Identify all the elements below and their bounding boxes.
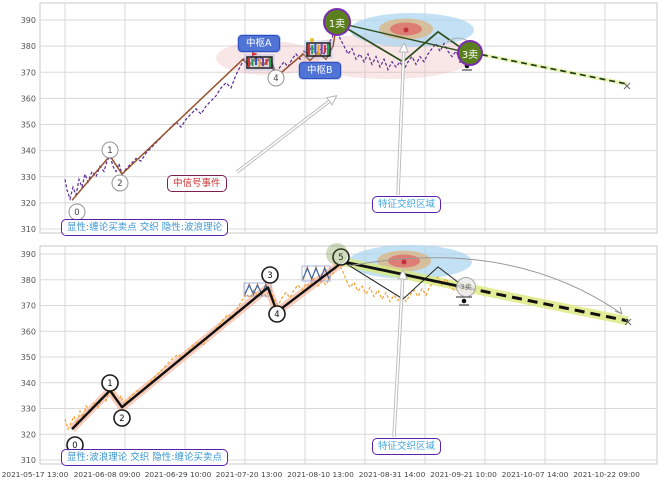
wave-count-circle (332, 248, 350, 266)
pointer-arrow-fill (393, 271, 404, 438)
y-tick-label: 330 (21, 405, 36, 414)
pointer-arrow-head (325, 95, 338, 106)
green-chord-line (336, 21, 469, 54)
theory-caption-bottom: 显性:波浪理论 交织 隐性:缠论买卖点 (61, 449, 228, 466)
y-tick-label: 380 (21, 42, 36, 51)
zhongshu-b-label: 中枢B (299, 62, 341, 79)
end-cross-marker (624, 318, 632, 326)
y-tick-label: 370 (21, 68, 36, 77)
chan-pen-line (71, 22, 338, 201)
pointer-arrow-fill (236, 96, 336, 173)
x-tick-label: 2021-07-20 13:00 (216, 470, 283, 479)
y-tick-label: 350 (21, 121, 36, 130)
pointer-arrow-head (397, 268, 408, 280)
signal-event-label: 中信号事件 (167, 175, 227, 192)
y-tick-label: 380 (21, 276, 36, 285)
sell-point-3-faded-badge: 3卖 (456, 277, 476, 297)
blob-center-dot (403, 27, 409, 33)
theory-caption-top: 显性:缠论买卖点 交织 隐性:波浪理论 (61, 219, 228, 236)
y-tick-label: 310 (21, 456, 36, 465)
wave-count-number: 0 (74, 208, 79, 218)
wave-count-number: 3 (267, 271, 272, 281)
end-cross-marker (623, 82, 631, 90)
sell-point-3-badge: 3卖 (457, 40, 483, 66)
green-projection-line (471, 51, 628, 85)
y-tick-label: 370 (21, 302, 36, 311)
pointer-arrow-head (398, 41, 409, 53)
wave-count-number: 4 (273, 74, 278, 84)
trend-dashed-line (464, 286, 629, 323)
dot-marker (310, 38, 314, 42)
wave-count-circle (101, 141, 119, 159)
y-tick-label: 330 (21, 173, 36, 182)
glyph-body (461, 298, 467, 304)
wave-count-number: 2 (117, 179, 122, 189)
zhongshu-box (246, 56, 273, 69)
faded-sell-badge-ghost (326, 243, 348, 265)
feature-region-label-top: 特征交织区域 (372, 196, 442, 213)
thin-zigzag-line (342, 261, 466, 300)
zhongshu-a-label: 中枢A (238, 35, 280, 52)
flag-marker (252, 52, 258, 56)
pointer-arrow-fill (397, 44, 405, 196)
wave-count-circle (261, 266, 279, 284)
green-wave-line (336, 21, 469, 63)
faded-candle-zigzag (244, 285, 271, 294)
panel-frame-bottom (39, 245, 658, 465)
y-tick-label: 360 (21, 327, 36, 336)
faded-candle-zigzag (244, 283, 271, 296)
wave-count-number: 5 (338, 253, 343, 263)
wave-count-circle (111, 174, 129, 192)
wave-count-circle (113, 409, 131, 427)
wave-count-number: 0 (72, 441, 77, 451)
x-tick-label: 2021-09-21 10:00 (430, 470, 497, 479)
wave-count-number: 4 (274, 310, 279, 320)
curved-arrow-head (614, 306, 623, 315)
x-tick-label: 2021-08-10 13:00 (287, 470, 354, 479)
elliott-wave-line (71, 260, 344, 430)
wave-count-circle (268, 305, 286, 323)
feature-region-label-bottom: 特征交织区域 (372, 438, 442, 455)
x-tick-label: 2021-10-22 09:00 (573, 470, 640, 479)
x-tick-label: 2021-05-17 13:00 (2, 470, 69, 479)
curved-arrow-arc (347, 257, 623, 315)
wave-count-number: 1 (107, 146, 112, 156)
x-tick-label: 2021-06-29 10:00 (145, 470, 212, 479)
wave-count-number: 2 (119, 414, 124, 424)
y-tick-label: 350 (21, 353, 36, 362)
x-tick-label: 2021-10-07 14:00 (502, 470, 569, 479)
y-tick-label: 340 (21, 379, 36, 388)
blob-center-dot (401, 259, 407, 265)
x-tick-label: 2021-06-08 09:00 (74, 470, 141, 479)
zhongshu-box (306, 42, 331, 57)
y-tick-label: 310 (21, 225, 36, 234)
panel-frame-top (39, 2, 658, 234)
y-tick-label: 390 (21, 16, 36, 25)
sell-point-1-badge: 1卖 (323, 8, 351, 36)
y-tick-label: 390 (21, 250, 36, 259)
wave-count-circle (101, 374, 119, 392)
y-tick-label: 340 (21, 147, 36, 156)
y-tick-label: 320 (21, 430, 36, 439)
x-tick-label: 2021-08-31 14:00 (359, 470, 426, 479)
wave-count-circle (267, 69, 285, 87)
y-tick-label: 360 (21, 94, 36, 103)
wave-count-number: 1 (107, 379, 112, 389)
y-tick-label: 320 (21, 199, 36, 208)
faded-candle-zigzag (302, 267, 330, 280)
